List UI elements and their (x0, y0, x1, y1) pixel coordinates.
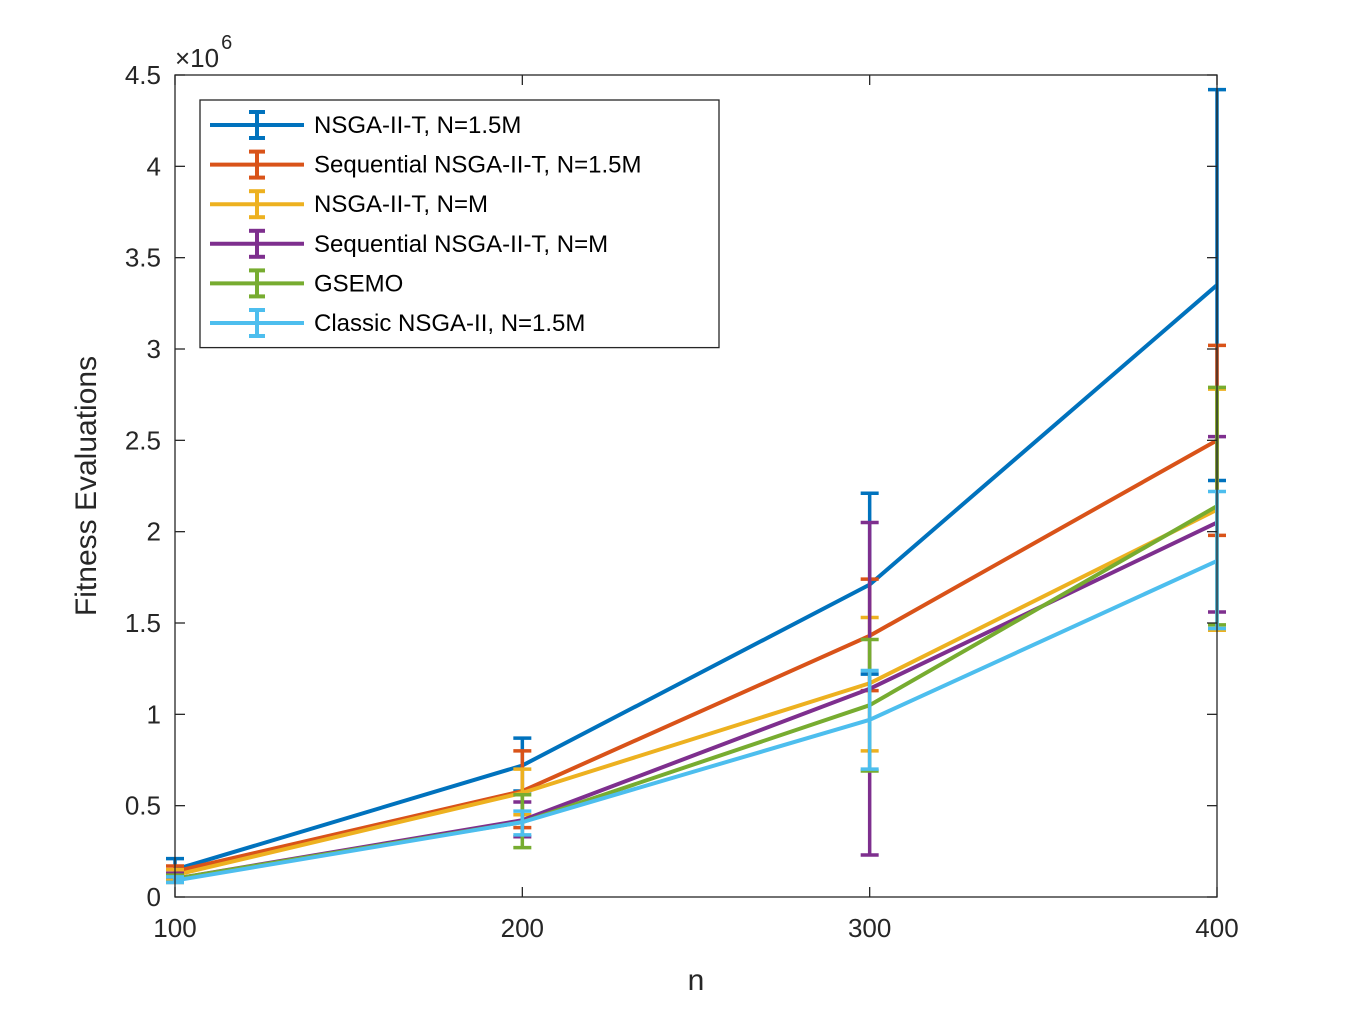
y-tick-label: 3.5 (125, 243, 161, 273)
legend-swatch (210, 149, 304, 180)
y-scale-exponent-power: 6 (221, 32, 232, 54)
legend: NSGA-II-T, N=1.5M Sequential NSGA-II-T, N… (199, 99, 720, 349)
y-axis-title: Fitness Evaluations (70, 356, 103, 616)
x-tick-label: 300 (848, 913, 891, 943)
legend-label: NSGA-II-T, N=M (314, 191, 488, 218)
legend-swatch (210, 110, 304, 140)
y-tick-label: 1 (147, 699, 161, 729)
series-line (174, 559, 1218, 883)
y-tick-label: 4.5 (125, 60, 161, 90)
y-tick-label: 3 (147, 334, 161, 364)
x-tick-label: 200 (501, 913, 544, 943)
legend-swatch (210, 268, 304, 299)
series-line (174, 283, 1219, 872)
legend-label: Classic NSGA-II, N=1.5M (314, 310, 585, 337)
series-line (174, 507, 1218, 878)
x-tick-label: 100 (153, 913, 196, 943)
legend-swatch (210, 308, 304, 338)
y-tick-label: 0 (147, 882, 161, 912)
x-tick-label: 400 (1195, 913, 1238, 943)
y-tick-label: 2.5 (125, 425, 161, 455)
y-tick-label: 1.5 (125, 608, 161, 638)
legend-label: GSEMO (314, 270, 403, 297)
legend-box (199, 99, 720, 349)
legend-swatch (210, 189, 304, 220)
legend-swatch (210, 228, 304, 259)
y-tick-label: 4 (147, 151, 161, 181)
x-axis-title: n (688, 964, 705, 997)
y-tick-label: 2 (147, 517, 161, 547)
axes-box (174, 74, 1218, 898)
legend-label: Sequential NSGA-II-T, N=1.5M (314, 152, 641, 179)
legend-label: NSGA-II-T, N=1.5M (314, 112, 521, 139)
axes: 100 200 300 400 0 0.5 1 1.5 2 2.5 3 3.5 4 4.5 ×10 6 n Fit… (70, 32, 1239, 997)
y-scale-exponent-base: ×10 (175, 43, 219, 73)
series-line (174, 438, 1218, 874)
legend-label: Sequential NSGA-II-T, N=M (314, 231, 608, 258)
y-tick-label: 0.5 (125, 791, 161, 821)
